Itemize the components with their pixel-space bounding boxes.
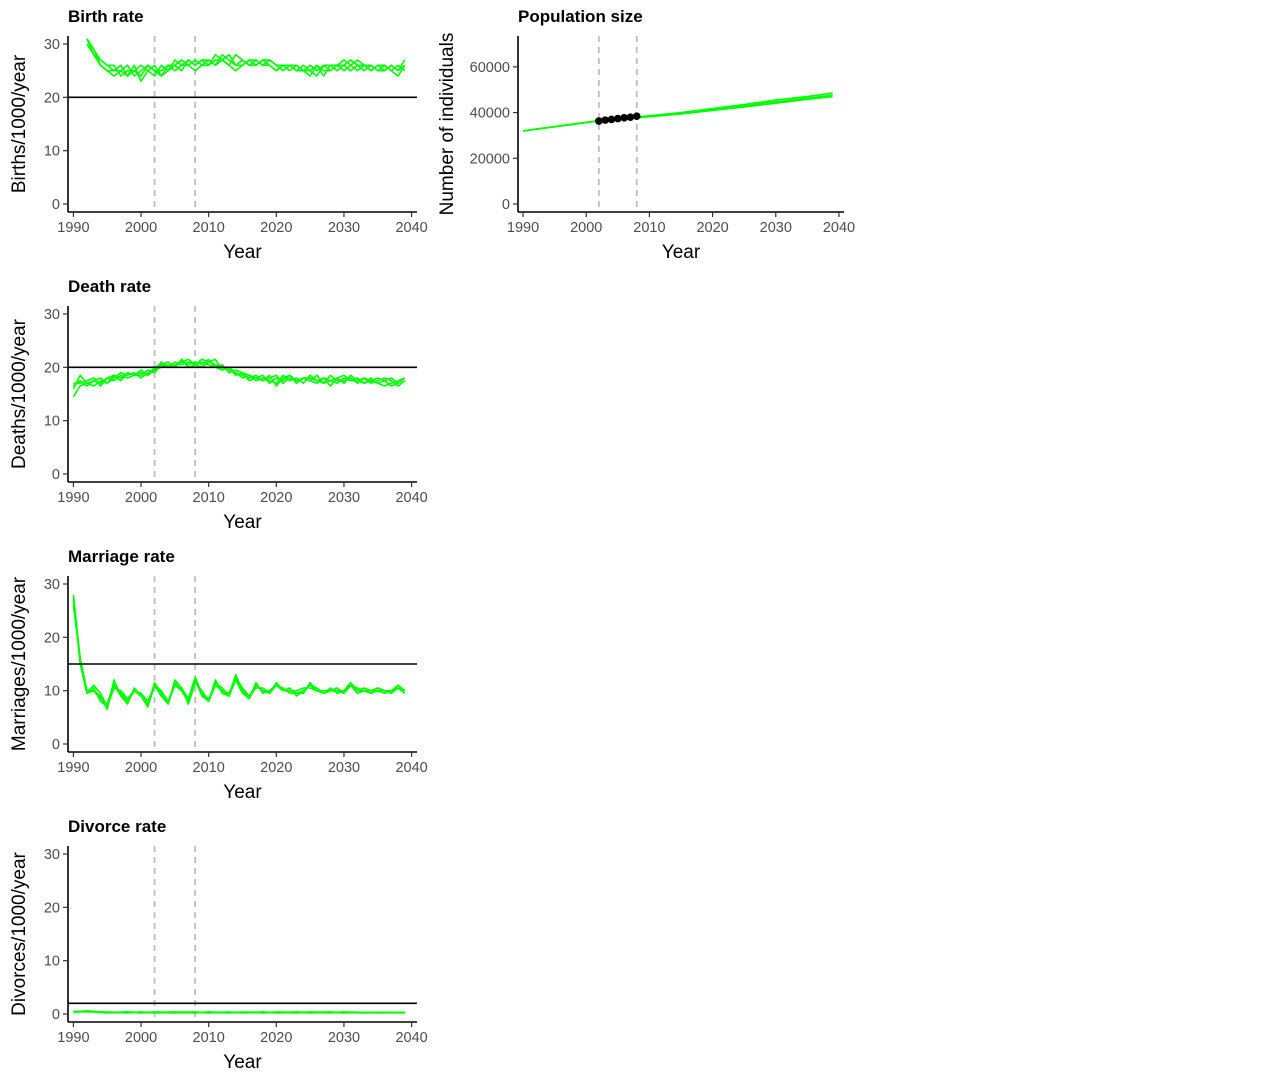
birth-x-tick-label: 1990 — [57, 220, 89, 236]
birth-y-tick-label: 30 — [44, 37, 60, 53]
marriage-x-tick-label: 2000 — [125, 760, 157, 776]
divorce-x-tick-label: 1990 — [57, 1030, 89, 1046]
population-series-line-2 — [522, 94, 833, 132]
death-x-tick-label: 2010 — [193, 490, 225, 506]
death-x-tick-label: 1990 — [57, 490, 89, 506]
population-data-point — [626, 113, 635, 121]
death-y-tick-label: 10 — [44, 414, 60, 430]
population-title: Population size — [518, 7, 643, 26]
population-data-point — [620, 114, 628, 122]
birth-x-tick-label: 2020 — [260, 220, 292, 236]
divorce-title: Divorce rate — [68, 817, 166, 836]
death-y-tick-label: 0 — [52, 467, 60, 483]
divorce-y-tick-label: 0 — [52, 1007, 60, 1023]
population-x-axis-label: Year — [662, 242, 701, 263]
birth-y-tick-label: 0 — [52, 197, 60, 213]
death-series-line-4 — [73, 358, 406, 387]
divorce-y-axis-label: Divorces/1000/year — [9, 851, 30, 1015]
population-x-tick-label: 2020 — [696, 220, 728, 236]
birth-y-tick-label: 10 — [44, 144, 60, 160]
birth-x-axis-label: Year — [223, 242, 262, 263]
death-title: Death rate — [68, 277, 151, 296]
population-y-tick-label: 0 — [502, 197, 510, 213]
marriage-series-line-3 — [72, 605, 406, 705]
divorce-y-tick-label: 10 — [44, 954, 60, 970]
population-series-line-3 — [522, 95, 833, 132]
divorce-x-tick-label: 2020 — [260, 1030, 292, 1046]
population-x-tick-label: 2010 — [633, 220, 665, 236]
death-x-tick-label: 2040 — [395, 490, 427, 506]
population-panel: Population size 1990 2000 2010 2020 2030 2040 0… — [437, 7, 855, 263]
population-data-point — [614, 114, 622, 123]
population-y-tick-label: 40000 — [470, 106, 510, 122]
divorce-x-axis-label: Year — [223, 1052, 262, 1073]
marriage-y-tick-label: 10 — [44, 684, 60, 700]
birth-y-tick-label: 20 — [44, 90, 60, 106]
birth-x-tick-label: 2030 — [328, 220, 360, 236]
birth-title: Birth rate — [68, 7, 144, 26]
divorce-x-tick-label: 2030 — [328, 1030, 360, 1046]
marriage-y-tick-label: 0 — [52, 737, 60, 753]
death-x-axis-label: Year — [223, 512, 262, 533]
marriage-title: Marriage rate — [68, 547, 175, 566]
marriage-x-tick-label: 2020 — [260, 760, 292, 776]
population-y-axis-label: Number of individuals — [437, 33, 458, 216]
divorce-series-line-4 — [73, 1010, 405, 1014]
marriage-series-line-4 — [72, 597, 406, 708]
birth-series-line-4 — [86, 43, 406, 83]
death-x-tick-label: 2020 — [260, 490, 292, 506]
marriage-x-tick-label: 1990 — [57, 760, 89, 776]
death-series-line-3 — [72, 358, 406, 390]
population-x-tick-label: 2030 — [760, 220, 792, 236]
marriage-x-tick-label: 2010 — [193, 760, 225, 776]
population-data-point — [595, 117, 603, 125]
birth-y-axis-label: Births/1000/year — [9, 54, 30, 193]
death-y-tick-label: 30 — [44, 307, 60, 323]
marriage-y-tick-label: 20 — [44, 630, 60, 646]
population-x-tick-label: 2040 — [823, 220, 855, 236]
divorce-y-tick-label: 20 — [44, 900, 60, 916]
death-x-tick-label: 2000 — [125, 490, 157, 506]
marriage-x-axis-label: Year — [223, 782, 262, 803]
divorce-x-tick-label: 2000 — [125, 1030, 157, 1046]
divorce-x-tick-label: 2010 — [193, 1030, 225, 1046]
death-y-tick-label: 20 — [44, 360, 60, 376]
population-data-point — [632, 112, 641, 121]
population-y-tick-label: 60000 — [470, 60, 510, 76]
birth-x-tick-label: 2000 — [125, 220, 157, 236]
marriage-y-axis-label: Marriages/1000/year — [9, 576, 30, 751]
divorce-x-tick-label: 2040 — [395, 1030, 427, 1046]
death-x-tick-label: 2030 — [328, 490, 360, 506]
population-y-tick-label: 20000 — [470, 151, 510, 167]
population-x-tick-label: 2000 — [570, 220, 602, 236]
divorce-y-tick-label: 30 — [44, 847, 60, 863]
marriage-x-tick-label: 2040 — [395, 760, 427, 776]
birth-x-tick-label: 2010 — [193, 220, 225, 236]
marriage-x-tick-label: 2030 — [328, 760, 360, 776]
death-y-axis-label: Deaths/1000/year — [9, 318, 30, 469]
population-data-point — [607, 115, 616, 124]
population-x-tick-label: 1990 — [507, 220, 539, 236]
population-data-point — [601, 116, 609, 124]
birth-x-tick-label: 2040 — [395, 220, 427, 236]
marriage-y-tick-label: 30 — [44, 577, 60, 593]
